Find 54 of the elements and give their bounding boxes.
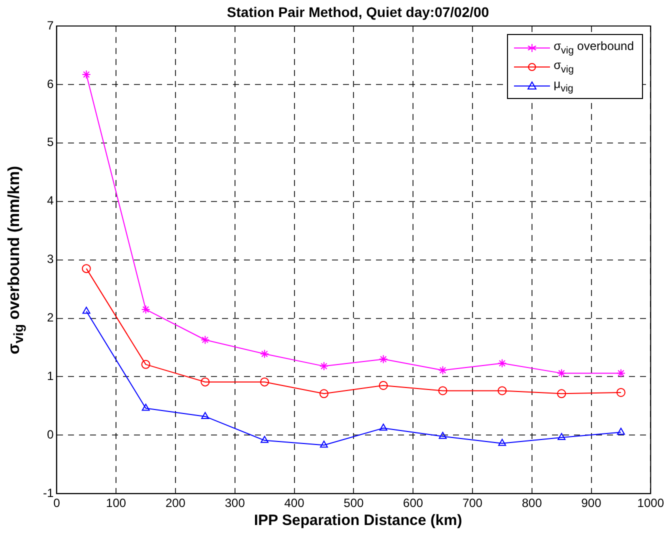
point bbox=[141, 360, 150, 369]
x-tick-label: 800 bbox=[522, 496, 542, 510]
point bbox=[82, 70, 91, 80]
point bbox=[557, 368, 566, 378]
x-tick-label: 1000 bbox=[637, 496, 664, 510]
point bbox=[320, 440, 328, 448]
point bbox=[201, 412, 210, 419]
point bbox=[557, 389, 566, 398]
y-tick-label: 0 bbox=[46, 427, 54, 442]
x-tick-label: 400 bbox=[284, 496, 305, 510]
point bbox=[260, 377, 270, 386]
point bbox=[616, 388, 626, 397]
legend-label: σ$_{vig}$ overbound bbox=[554, 38, 634, 56]
point bbox=[616, 368, 626, 378]
point bbox=[319, 389, 328, 398]
point bbox=[260, 436, 269, 443]
point bbox=[438, 386, 448, 396]
x-tick-label: 500 bbox=[344, 496, 364, 510]
point bbox=[498, 358, 507, 368]
x-tick-label: 600 bbox=[403, 496, 424, 510]
y-tick-label: 2 bbox=[46, 310, 54, 325]
point bbox=[558, 432, 566, 440]
y-tick-label: 1 bbox=[46, 369, 54, 384]
point bbox=[438, 366, 448, 375]
x-tick-label: 900 bbox=[581, 496, 602, 510]
point bbox=[82, 306, 90, 314]
x-tick-label: 200 bbox=[165, 496, 186, 510]
point bbox=[319, 362, 328, 371]
x-tick-label: 300 bbox=[224, 496, 246, 510]
point bbox=[379, 424, 388, 431]
x-axis-title: IPP Separation Distance (km) bbox=[252, 512, 464, 529]
point bbox=[141, 304, 150, 314]
y-tick-label: 4 bbox=[46, 194, 54, 208]
point bbox=[616, 428, 625, 435]
y-tick-label: 6 bbox=[46, 76, 54, 91]
point bbox=[82, 264, 91, 274]
legend-label: σ$_{vig}$ bbox=[554, 58, 574, 76]
x-tick-label: 700 bbox=[462, 496, 483, 510]
y-tick-label: 7 bbox=[46, 18, 54, 32]
point bbox=[438, 432, 447, 439]
point bbox=[378, 380, 388, 390]
y-tick-label: -1 bbox=[43, 486, 54, 500]
y-tick-label: 5 bbox=[46, 135, 54, 150]
point bbox=[498, 438, 506, 446]
x-tick-label: 100 bbox=[106, 496, 126, 510]
point bbox=[200, 377, 210, 386]
legend-label: μ$_{vig}$ bbox=[554, 76, 574, 94]
y-tick-label: 3 bbox=[46, 252, 54, 266]
point bbox=[498, 386, 507, 396]
chart-title: Station Pair Method, Quiet day:07/02/00 bbox=[226, 4, 490, 20]
point bbox=[200, 335, 210, 344]
point bbox=[378, 354, 388, 364]
point bbox=[142, 404, 150, 411]
point bbox=[260, 349, 270, 358]
